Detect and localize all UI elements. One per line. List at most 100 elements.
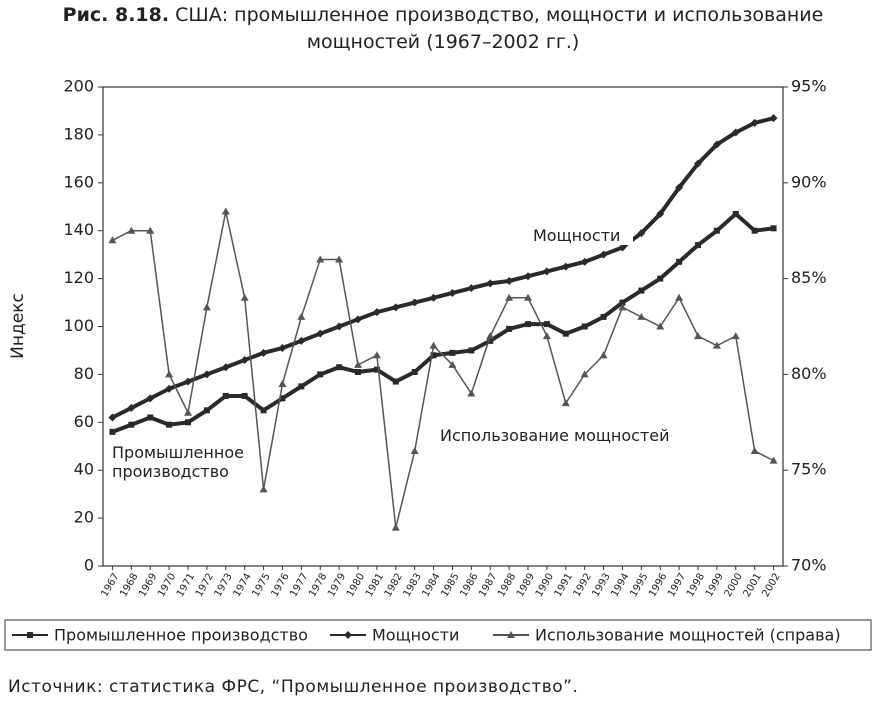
marker-square bbox=[487, 337, 494, 344]
marker-diamond bbox=[750, 118, 759, 127]
marker-square bbox=[600, 313, 607, 320]
x-tick-label: 1986 bbox=[458, 572, 480, 600]
y-tick-label: 160 bbox=[63, 172, 94, 191]
marker-triangle bbox=[335, 255, 344, 263]
marker-diamond bbox=[675, 183, 684, 192]
x-tick-label: 1996 bbox=[647, 572, 669, 600]
series-line bbox=[112, 211, 774, 528]
title: Рис. 8.18. США: промышленное производств… bbox=[8, 2, 878, 56]
y-tick-label: 180 bbox=[63, 124, 94, 143]
marker-square bbox=[185, 419, 191, 426]
marker-triangle bbox=[675, 293, 684, 301]
marker-triangle bbox=[221, 207, 230, 215]
series-line bbox=[111, 211, 774, 434]
marker-diamond bbox=[694, 159, 702, 168]
marker-square bbox=[109, 428, 116, 435]
marker-square bbox=[562, 330, 569, 337]
x-tick-label: 2001 bbox=[742, 572, 764, 600]
y-tick-label: 40 bbox=[74, 460, 94, 479]
marker-diamond bbox=[127, 403, 136, 412]
marker-triangle bbox=[316, 255, 325, 263]
x-tick-label: 2002 bbox=[760, 572, 782, 600]
marker-triangle bbox=[750, 447, 759, 455]
marker-diamond bbox=[335, 322, 344, 331]
legend-label: Мощности bbox=[372, 626, 459, 645]
y2-tick-label: 95% bbox=[791, 77, 827, 96]
marker-triangle bbox=[127, 226, 136, 234]
marker-diamond bbox=[712, 140, 721, 149]
marker-diamond bbox=[165, 384, 174, 393]
x-tick-label: 1984 bbox=[420, 572, 442, 600]
marker-triangle bbox=[184, 408, 192, 416]
legend-label: Промышленное производство bbox=[54, 626, 308, 645]
marker-square bbox=[732, 210, 739, 217]
y-tick-label: 100 bbox=[63, 316, 94, 335]
marker-triangle bbox=[410, 447, 419, 455]
x-tick-label: 1975 bbox=[250, 572, 272, 600]
marker-diamond bbox=[316, 329, 325, 338]
legend-frame bbox=[4, 619, 872, 651]
figure-label: Рис. 8.18. bbox=[62, 4, 170, 26]
x-tick-label: 1969 bbox=[137, 572, 159, 600]
marker-triangle bbox=[542, 332, 551, 340]
marker-triangle bbox=[165, 370, 174, 378]
marker-square bbox=[449, 349, 456, 356]
marker-diamond bbox=[731, 128, 740, 137]
plot-frame bbox=[102, 86, 784, 567]
x-tick-label: 1993 bbox=[590, 572, 612, 600]
annotation: Мощности bbox=[533, 226, 633, 245]
x-tick-label: 1980 bbox=[345, 572, 367, 600]
marker-triangle bbox=[561, 399, 570, 407]
marker-triangle bbox=[769, 456, 778, 464]
marker-diamond bbox=[486, 279, 495, 288]
marker-square bbox=[713, 227, 720, 234]
legend: Промышленное производство Мощности Использ… bbox=[4, 619, 872, 651]
x-tick-label: 1978 bbox=[307, 572, 329, 600]
marker-square bbox=[279, 395, 286, 402]
marker-triangle bbox=[656, 322, 665, 330]
marker-diamond bbox=[656, 209, 665, 218]
marker-square bbox=[695, 242, 701, 249]
x-tick-label: 1982 bbox=[383, 572, 405, 600]
x-tick-label: 1995 bbox=[628, 572, 650, 600]
y-tick-label: 120 bbox=[63, 268, 94, 287]
marker-diamond bbox=[429, 293, 438, 302]
marker-diamond bbox=[202, 370, 211, 379]
marker-diamond bbox=[372, 308, 381, 317]
x-tick-label: 1981 bbox=[364, 572, 386, 600]
marker-triangle bbox=[391, 523, 400, 531]
legend-label: Использование мощностей (справа) bbox=[535, 626, 841, 645]
x-tick-label: 2000 bbox=[723, 572, 745, 600]
x-tick-label: 1988 bbox=[496, 572, 518, 600]
marker-triangle bbox=[599, 351, 608, 359]
x-tick-label: 1979 bbox=[326, 572, 348, 600]
marker-diamond bbox=[618, 243, 627, 252]
marker-diamond bbox=[599, 250, 608, 259]
marker-square bbox=[638, 287, 645, 294]
annotation: Использование мощностей bbox=[440, 426, 700, 445]
x-tick-label: 1998 bbox=[685, 572, 707, 600]
y-tick-label: 60 bbox=[74, 412, 94, 431]
x-tick-label: 1973 bbox=[213, 572, 235, 600]
marker-square bbox=[506, 325, 513, 332]
x-tick-label: 1968 bbox=[118, 572, 140, 600]
marker-square bbox=[676, 258, 683, 265]
marker-square bbox=[543, 321, 550, 328]
marker-square bbox=[619, 299, 626, 306]
marker-diamond bbox=[580, 257, 589, 266]
y-tick-label: 80 bbox=[74, 364, 94, 383]
x-tick-label: 1972 bbox=[194, 572, 216, 600]
marker-triangle bbox=[505, 293, 514, 301]
marker-diamond bbox=[467, 284, 476, 293]
marker-square bbox=[27, 632, 33, 638]
marker-triangle bbox=[524, 293, 532, 301]
marker-triangle bbox=[694, 332, 702, 340]
marker-triangle bbox=[240, 293, 249, 301]
marker-triangle bbox=[259, 485, 268, 493]
marker-square bbox=[411, 369, 418, 376]
marker-square bbox=[525, 321, 531, 328]
marker-diamond bbox=[410, 298, 419, 307]
marker-diamond bbox=[146, 394, 155, 403]
marker-square bbox=[317, 371, 324, 378]
marker-diamond bbox=[561, 262, 570, 271]
